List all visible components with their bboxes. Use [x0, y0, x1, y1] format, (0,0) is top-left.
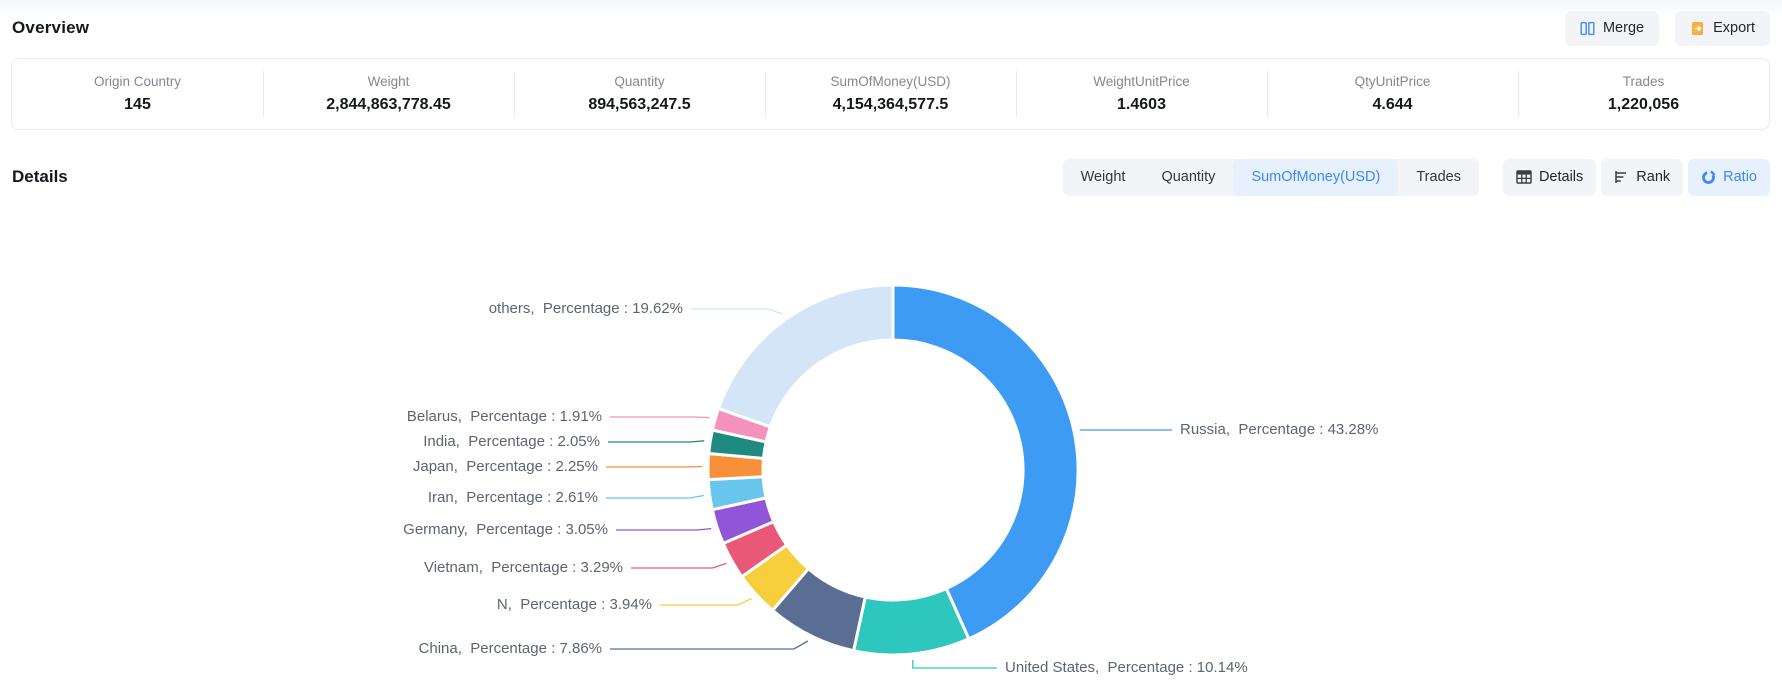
chart-label-n: N, Percentage : 3.94% [497, 594, 652, 616]
pie-slice-russia[interactable] [893, 285, 1078, 639]
label-line-n [660, 599, 752, 606]
chart-label-china: China, Percentage : 7.86% [419, 638, 602, 660]
pie-slice-united-states[interactable] [854, 589, 969, 655]
chart-label-india: India, Percentage : 2.05% [423, 431, 600, 453]
pie-slice-others[interactable] [719, 285, 894, 427]
chart-label-vietnam: Vietnam, Percentage : 3.29% [424, 557, 623, 579]
chart-label-others: others, Percentage : 19.62% [489, 298, 683, 320]
label-line-iran [606, 496, 704, 499]
label-line-belarus [610, 417, 709, 418]
chart-label-united-states: United States, Percentage : 10.14% [1005, 657, 1248, 679]
label-line-united-states [913, 660, 997, 668]
label-line-germany [616, 529, 711, 530]
label-line-vietnam [631, 563, 726, 568]
label-line-india [608, 441, 704, 442]
chart-label-belarus: Belarus, Percentage : 1.91% [407, 406, 602, 428]
label-line-japan [606, 467, 702, 468]
donut-chart-svg [0, 0, 1782, 688]
chart-label-iran: Iran, Percentage : 2.61% [428, 487, 598, 509]
donut-chart: Russia, Percentage : 43.28% United States… [0, 0, 1782, 688]
page: Overview Merge Export Origin Country 14 [0, 0, 1782, 688]
label-line-china [610, 641, 808, 649]
chart-label-germany: Germany, Percentage : 3.05% [403, 519, 608, 541]
chart-label-japan: Japan, Percentage : 2.25% [413, 456, 598, 478]
label-line-others [691, 309, 783, 314]
chart-label-russia: Russia, Percentage : 43.28% [1180, 419, 1378, 441]
